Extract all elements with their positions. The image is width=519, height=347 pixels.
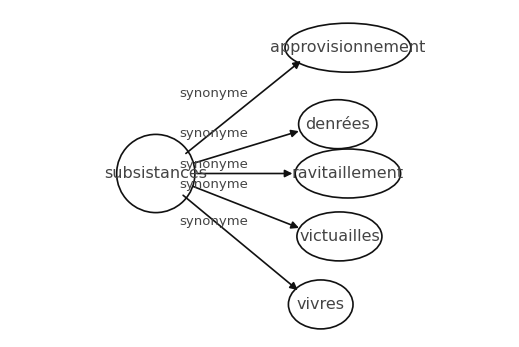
- Text: approvisionnement: approvisionnement: [270, 40, 426, 55]
- Text: synonyme: synonyme: [179, 159, 248, 171]
- Text: denrées: denrées: [305, 117, 370, 132]
- Text: ravitaillement: ravitaillement: [292, 166, 404, 181]
- Text: subsistances: subsistances: [104, 166, 207, 181]
- Text: synonyme: synonyme: [179, 87, 248, 100]
- Text: victuailles: victuailles: [299, 229, 380, 244]
- Text: vivres: vivres: [297, 297, 345, 312]
- Text: synonyme: synonyme: [179, 178, 248, 191]
- Text: synonyme: synonyme: [179, 214, 248, 228]
- Text: synonyme: synonyme: [179, 127, 248, 140]
